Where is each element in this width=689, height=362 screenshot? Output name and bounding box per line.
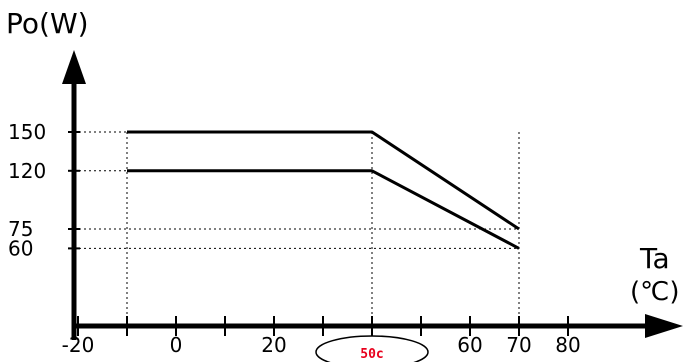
x-tick-label: -20 (62, 333, 95, 357)
y-axis-arrow (62, 50, 86, 84)
axes (62, 50, 683, 340)
x-tick-label: 60 (457, 333, 482, 357)
x-tick-label: 80 (555, 333, 580, 357)
x-tick-label: 0 (170, 333, 183, 357)
y-tick-label: 150 (8, 120, 46, 144)
x-axis-title: Ta (639, 242, 670, 275)
annotation: 50c (315, 335, 429, 362)
y-axis-title: Po(W) (6, 7, 89, 40)
y-tick-label: 60 (8, 236, 33, 260)
x-tick-label: 20 (261, 333, 286, 357)
axis-labels: Po(W) Ta (℃) (6, 7, 680, 307)
x-tick-label: 70 (506, 333, 531, 357)
guide-lines (74, 131, 520, 326)
y-tick-label: 75 (8, 217, 33, 241)
x-axis-arrow (645, 314, 683, 338)
y-tick-label: 120 (8, 159, 46, 183)
annotation-label: 50c (360, 347, 383, 362)
x-axis-unit: (℃) (630, 277, 680, 307)
series-lines (127, 130, 520, 250)
series-line-1 (127, 169, 520, 250)
annotation-ellipse (315, 335, 429, 362)
series-line-0 (127, 130, 520, 231)
